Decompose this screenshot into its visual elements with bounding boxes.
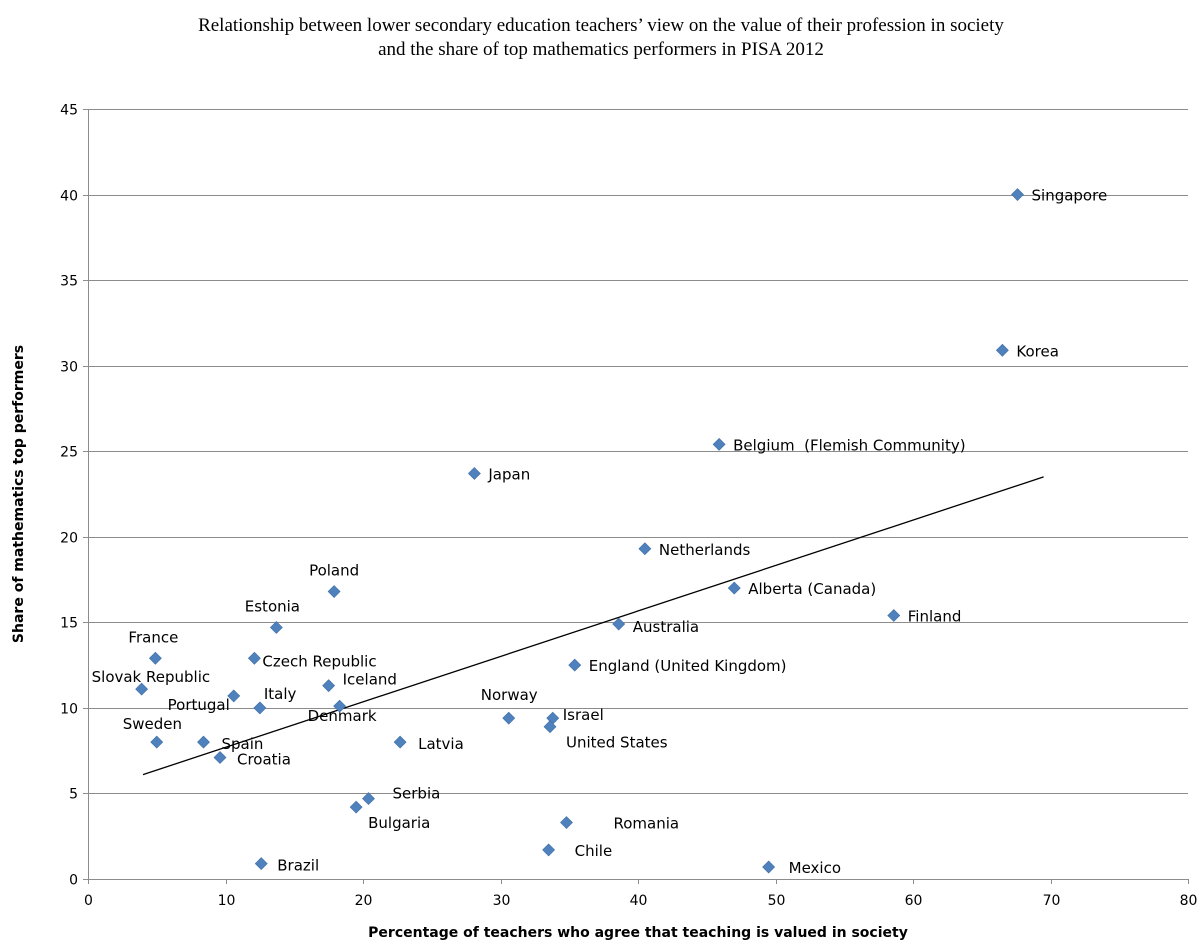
points-layer — [135, 188, 1024, 874]
y-tick-label: 20 — [60, 531, 78, 547]
point-label: Iceland — [343, 671, 397, 689]
data-point — [568, 658, 582, 672]
data-point — [543, 720, 557, 734]
point-label: Latvia — [418, 735, 464, 753]
trendline-layer — [142, 476, 1044, 776]
x-tick-label: 0 — [84, 893, 93, 909]
x-tick-label: 30 — [493, 893, 511, 909]
point-label: Japan — [487, 465, 530, 483]
point-label: England (United Kingdom) — [589, 657, 787, 675]
data-point — [712, 437, 726, 451]
y-tick-label: 10 — [60, 702, 78, 718]
point-label: Sweden — [123, 715, 182, 733]
point-label: Israel — [563, 706, 604, 724]
data-point — [612, 617, 626, 631]
point-labels-layer: Singapore Korea Belgium (Flemish Community… — [92, 187, 1108, 877]
point-label: United States — [566, 734, 668, 752]
data-point — [362, 792, 375, 806]
y-tick-label: 45 — [60, 103, 78, 119]
x-tick-label: 20 — [355, 893, 373, 909]
data-point — [542, 843, 556, 857]
chart-title-line-2: and the share of top mathematics perform… — [378, 39, 824, 60]
data-point — [150, 735, 164, 749]
data-point — [247, 651, 261, 665]
data-point — [322, 679, 336, 693]
y-tick-label: 0 — [69, 873, 78, 889]
axes: 0 5 10 15 20 25 30 35 40 45 0 10 20 30 40 50 60 70 80 — [60, 103, 1197, 910]
point-label: Finland — [908, 607, 962, 625]
trendline — [142, 476, 1044, 776]
chart-title: Relationship between lower secondary edu… — [0, 14, 1202, 62]
point-label: Romania — [614, 815, 680, 833]
point-label: Poland — [309, 562, 359, 580]
point-label: Singapore — [1032, 187, 1108, 205]
point-label: Australia — [633, 618, 699, 636]
point-label: Mexico — [789, 859, 841, 877]
point-label: Slovak Republic — [92, 668, 211, 686]
y-tick-label: 40 — [60, 189, 78, 205]
point-label: Alberta (Canada) — [748, 580, 876, 598]
point-label: Brazil — [277, 857, 319, 875]
point-label: Bulgaria — [368, 814, 430, 832]
point-label: Spain — [222, 735, 264, 753]
x-tick-label: 60 — [905, 893, 923, 909]
y-axis-label: Share of mathematics top performers — [11, 345, 27, 643]
point-label: Czech Republic — [262, 652, 376, 670]
data-point — [269, 621, 283, 634]
data-point — [727, 581, 741, 595]
x-tick-label: 10 — [218, 893, 236, 909]
point-label: Norway — [481, 686, 538, 704]
data-point — [560, 816, 573, 829]
point-label: Belgium (Flemish Community) — [733, 436, 965, 454]
x-tick-label: 80 — [1180, 893, 1198, 909]
data-point — [327, 585, 341, 598]
chart-title-line-1: Relationship between lower secondary edu… — [198, 15, 1004, 36]
y-tick-label: 5 — [69, 787, 78, 803]
point-label: Portugal — [168, 696, 230, 714]
point-label: Korea — [1016, 342, 1059, 360]
data-point — [197, 735, 210, 749]
x-tick-label: 40 — [630, 893, 648, 909]
data-point — [502, 711, 516, 725]
data-point — [995, 343, 1009, 357]
data-point — [349, 800, 363, 814]
point-label: Italy — [264, 685, 297, 703]
data-point — [135, 682, 149, 696]
point-label: Estonia — [245, 597, 300, 615]
data-point — [253, 701, 267, 715]
data-point — [333, 699, 347, 713]
data-point — [213, 751, 227, 764]
y-tick-label: 30 — [60, 360, 78, 376]
data-point — [393, 735, 407, 749]
data-point — [227, 689, 241, 703]
data-point — [1011, 188, 1024, 201]
y-tick-label: 25 — [60, 445, 78, 461]
y-tick-label: 15 — [60, 616, 78, 632]
data-point — [638, 542, 652, 556]
x-tick-label: 70 — [1043, 893, 1061, 909]
data-point — [148, 651, 162, 665]
data-point — [762, 860, 776, 874]
point-label: Chile — [575, 842, 613, 860]
gridlines — [88, 109, 1188, 794]
data-point — [887, 609, 901, 622]
point-label: Denmark — [308, 707, 377, 725]
data-point — [254, 857, 268, 871]
point-label: France — [128, 628, 178, 646]
x-axis-label: Percentage of teachers who agree that te… — [368, 925, 908, 941]
point-label: Croatia — [237, 751, 291, 769]
point-label: Serbia — [393, 785, 441, 803]
point-label: Netherlands — [659, 541, 751, 559]
data-point — [467, 467, 481, 480]
y-tick-label: 35 — [60, 274, 78, 290]
x-tick-label: 50 — [768, 893, 786, 909]
